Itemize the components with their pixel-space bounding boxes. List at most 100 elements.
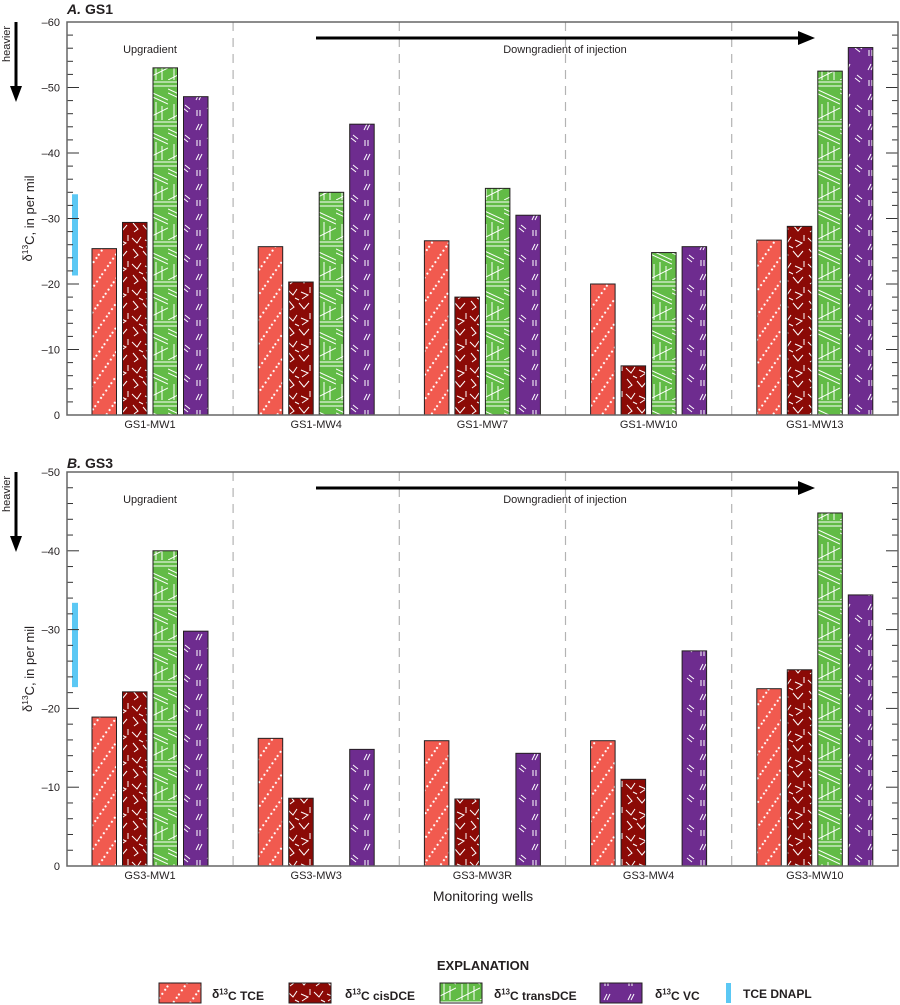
legend-swatch <box>158 982 202 1004</box>
y-tick-label: –20 <box>42 703 60 715</box>
legend-label-superscript: 13 <box>501 987 510 996</box>
y-tick-label: –40 <box>42 546 60 558</box>
bar-vc-gs3-mw3 <box>349 748 375 867</box>
x-tick-label: GS1-MW7 <box>457 419 508 431</box>
y-tick-label: –30 <box>42 214 60 226</box>
bar-tce-gs3-mw3 <box>257 737 284 867</box>
bar-cisdce-gs1-mw7 <box>454 296 480 416</box>
x-tick-label: GS1-MW4 <box>291 419 342 431</box>
plot-frame <box>66 471 899 867</box>
bar-cisdce-gs3-mw3r <box>454 798 480 867</box>
heavier-arrow-head-icon <box>10 86 22 102</box>
heavier-label: heavier <box>1 476 13 512</box>
bar-transdce-gs3-mw1 <box>152 550 178 867</box>
legend-label-superscript: 13 <box>662 987 671 996</box>
x-tick-label: GS3-MW3R <box>453 870 512 882</box>
y-tick-label: –20 <box>42 279 60 291</box>
legend-label-suffix: C transDCE <box>510 989 577 1003</box>
legend-label: TCE DNAPL <box>743 987 812 1001</box>
legend-label-prefix: δ <box>494 987 501 1001</box>
bar-tce-gs1-mw10 <box>590 283 616 416</box>
x-tick-label: GS3-MW4 <box>623 870 674 882</box>
bar-tce-gs1-mw7 <box>423 240 450 416</box>
legend-label-suffix: C VC <box>671 989 700 1003</box>
bar-cisdce-gs3-mw4 <box>620 778 647 867</box>
bar-transdce-gs1-mw13 <box>817 70 843 416</box>
legend-label: δ13C VC <box>655 987 700 1003</box>
bar-transdce-gs1-mw10 <box>651 252 677 416</box>
bar-tce-gs3-mw10 <box>756 688 782 867</box>
legend-item: δ13C VC <box>599 982 700 1004</box>
bar-vc-gs3-mw3r <box>515 752 541 867</box>
bar-tce-gs3-mw3r <box>423 740 450 867</box>
legend-swatch <box>726 983 731 1003</box>
bar-vc-gs1-mw13 <box>847 47 874 416</box>
panel-gs1: A. GS1 0 –10 –20 –30 –40 –50 –60 GS1-MW1 GS1-MW4 GS… <box>1 1 899 431</box>
legend-label-suffix: TCE DNAPL <box>743 987 812 1001</box>
x-tick-label: GS3-MW3 <box>291 870 342 882</box>
legend-swatch <box>288 982 332 1004</box>
bar-cisdce-gs1-mw10 <box>620 365 647 416</box>
legend-label-suffix: C cisDCE <box>361 989 415 1003</box>
legend-label-prefix: δ <box>345 987 352 1001</box>
bar-tce-gs1-mw1 <box>91 248 117 416</box>
legend-label-suffix: C TCE <box>228 989 264 1003</box>
bar-vc-gs3-mw10 <box>847 594 874 867</box>
bar-cisdce-gs1-mw4 <box>288 281 314 416</box>
y-tick-label: 0 <box>54 410 60 422</box>
x-tick-label: GS1-MW10 <box>620 419 677 431</box>
y-tick-label: –50 <box>42 467 60 479</box>
bar-vc-gs1-mw1 <box>183 96 209 416</box>
panel-name: GS1 <box>85 1 113 17</box>
bar-transdce-gs1-mw7 <box>484 187 511 416</box>
downgradient-label: Downgradient of injection <box>503 44 627 56</box>
bar-tce-gs1-mw13 <box>756 239 782 416</box>
heavier-label: heavier <box>1 26 13 62</box>
legend-swatch <box>439 982 483 1004</box>
x-axis-label: Monitoring wells <box>433 888 533 904</box>
y-axis-label-suffix: C, in per mil <box>22 626 37 695</box>
downgradient-arrow-head-icon <box>798 481 815 495</box>
y-axis-label: δ13C, in per mil <box>20 626 37 712</box>
downgradient-arrow-head-icon <box>798 31 815 45</box>
tce-dnapl-range-bar <box>72 602 78 688</box>
x-tick-label: GS3-MW1 <box>124 870 175 882</box>
bar-tce-gs1-mw4 <box>257 246 284 416</box>
panel-title: A. GS1 <box>66 1 113 17</box>
bar-vc-gs1-mw4 <box>349 123 375 416</box>
panel-name: GS3 <box>85 455 113 471</box>
y-tick-label: 0 <box>54 861 60 873</box>
x-tick-label: GS1-MW13 <box>786 419 843 431</box>
upgradient-label: Upgradient <box>123 44 177 56</box>
y-axis-label-prefix: δ <box>20 254 35 261</box>
y-axis-label-suffix: C, in per mil <box>22 175 37 244</box>
x-tick-label: GS1-MW1 <box>124 419 175 431</box>
legend-label-prefix: δ <box>655 987 662 1001</box>
y-tick-label: –40 <box>42 148 60 160</box>
legend-title: EXPLANATION <box>437 958 529 973</box>
tce-dnapl-range-bar <box>72 194 78 276</box>
legend-label: δ13C transDCE <box>494 987 577 1003</box>
bar-vc-gs1-mw7 <box>515 214 541 416</box>
bar-cisdce-gs1-mw1 <box>122 221 148 416</box>
legend-label-superscript: 13 <box>219 987 228 996</box>
bar-cisdce-gs3-mw10 <box>786 669 813 867</box>
bar-transdce-gs3-mw10 <box>817 512 843 867</box>
downgradient-label: Downgradient of injection <box>503 494 627 506</box>
upgradient-label: Upgradient <box>123 494 177 506</box>
panel-gs3: B. GS3 0 –10 –20 –30 –40 –50 GS3-MW1 GS3-MW3 GS3-M… <box>1 455 899 904</box>
bar-cisdce-gs3-mw3 <box>288 797 314 867</box>
legend-label-prefix: δ <box>212 987 219 1001</box>
legend-item: δ13C cisDCE <box>288 982 415 1004</box>
bar-transdce-gs1-mw1 <box>152 67 178 416</box>
x-tick-label: GS3-MW10 <box>786 870 843 882</box>
bar-vc-gs3-mw4 <box>681 650 708 867</box>
panel-letter: B. <box>67 455 81 471</box>
legend-swatch <box>599 982 643 1004</box>
bar-vc-gs3-mw1 <box>183 630 209 867</box>
y-tick-label: –50 <box>42 83 60 95</box>
bar-tce-gs3-mw1 <box>91 716 117 867</box>
legend-label: δ13C cisDCE <box>345 987 415 1003</box>
